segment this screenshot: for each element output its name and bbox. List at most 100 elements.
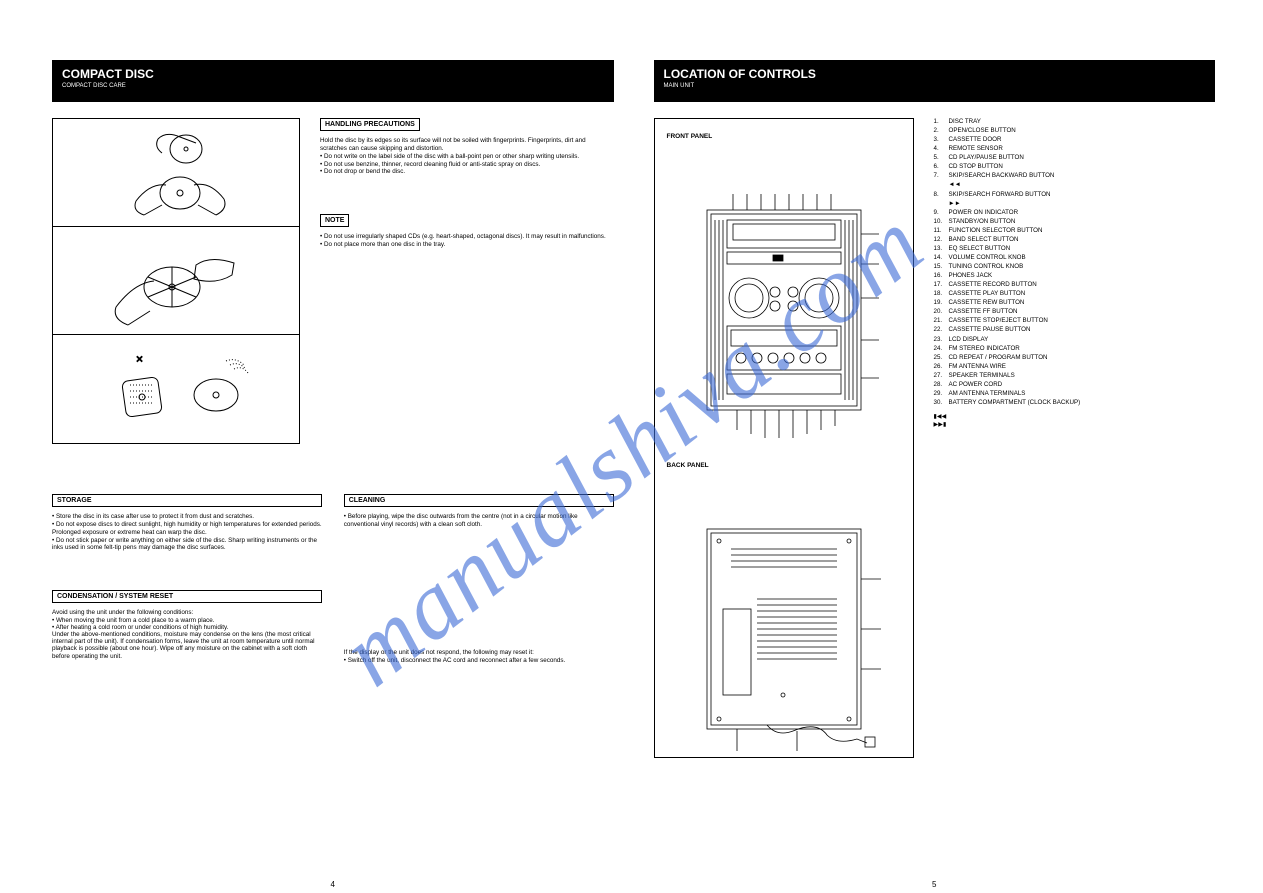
left-upper-row: × HANDLING PRECAUTIONS Hold the disc by …: [52, 118, 614, 444]
list-item-number: 6.: [934, 163, 946, 171]
list-item: 25.CD REPEAT / PROGRAM BUTTON: [934, 354, 1216, 362]
disc-figure-shape: ×: [53, 335, 299, 443]
list-item-label: REMOTE SENSOR: [949, 145, 1003, 153]
skip-fwd-icon: ▶▶▮: [934, 421, 947, 428]
list-item-number: 16.: [934, 272, 946, 280]
list-item: 26.FM ANTENNA WIRE: [934, 363, 1216, 371]
list-item-label: CD REPEAT / PROGRAM BUTTON: [949, 354, 1048, 362]
device-diagram-frame: FRONT PANEL: [654, 118, 914, 758]
reset-extra-text: If the display or the unit does not resp…: [344, 649, 614, 665]
list-item: 13.EQ SELECT BUTTON: [934, 245, 1216, 253]
list-item: ◄◄: [934, 181, 1216, 189]
list-item-number: 19.: [934, 299, 946, 307]
list-item-number: 22.: [934, 326, 946, 334]
left-lower-row: STORAGE • Store the disc in its case aft…: [52, 494, 614, 664]
list-item: 4.REMOTE SENSOR: [934, 145, 1216, 153]
list-item: 27.SPEAKER TERMINALS: [934, 372, 1216, 380]
left-section-header: COMPACT DISC COMPACT DISC CARE: [52, 60, 614, 102]
disc-hold-icon: [76, 125, 276, 221]
disc-shape-icon: ×: [76, 341, 276, 437]
note-text: • Do not use irregularly shaped CDs (e.g…: [320, 233, 614, 249]
list-item: ►►: [934, 200, 1216, 208]
list-item-number: 30.: [934, 399, 946, 407]
list-item-number: 24.: [934, 345, 946, 353]
list-item-label: BAND SELECT BUTTON: [949, 236, 1019, 244]
list-item-label: FM ANTENNA WIRE: [949, 363, 1006, 371]
list-item: 5.CD PLAY/PAUSE BUTTON: [934, 154, 1216, 162]
list-item-label: CASSETTE FF BUTTON: [949, 308, 1018, 316]
list-item-number: 15.: [934, 263, 946, 271]
list-item-label: CASSETTE STOP/EJECT BUTTON: [949, 317, 1048, 325]
list-item-number: 18.: [934, 290, 946, 298]
list-item-number: 4.: [934, 145, 946, 153]
list-item-number: 3.: [934, 136, 946, 144]
list-item-label: SKIP/SEARCH FORWARD BUTTON: [949, 191, 1051, 199]
page-left: COMPACT DISC COMPACT DISC CARE: [52, 60, 614, 863]
list-item: 15.TUNING CONTROL KNOB: [934, 263, 1216, 271]
skip-back-icon: ▮◀◀: [934, 413, 947, 420]
list-item: 24.FM STEREO INDICATOR: [934, 345, 1216, 353]
list-item-label: SKIP/SEARCH BACKWARD BUTTON: [949, 172, 1055, 180]
back-panel-diagram: [667, 519, 901, 759]
list-item-label: CASSETTE PAUSE BUTTON: [949, 326, 1031, 334]
list-item-label: BATTERY COMPARTMENT (CLOCK BACKUP): [949, 399, 1081, 407]
list-item-label: AC POWER CORD: [949, 381, 1003, 389]
list-item: 9.POWER ON INDICATOR: [934, 209, 1216, 217]
list-item-label: POWER ON INDICATOR: [949, 209, 1019, 217]
list-item: 2.OPEN/CLOSE BUTTON: [934, 127, 1216, 135]
note-head: NOTE: [320, 214, 349, 227]
list-item: 30.BATTERY COMPARTMENT (CLOCK BACKUP): [934, 399, 1216, 407]
back-panel-label: BACK PANEL: [667, 462, 901, 469]
storage-text: • Store the disc in its case after use t…: [52, 513, 322, 552]
disc-figure-wipe: [53, 227, 299, 335]
left-header-title: COMPACT DISC: [62, 67, 154, 81]
handling-head: HANDLING PRECAUTIONS: [320, 118, 420, 131]
list-item-number: 12.: [934, 236, 946, 244]
list-item: 10.STANDBY/ON BUTTON: [934, 218, 1216, 226]
list-item: 7.SKIP/SEARCH BACKWARD BUTTON: [934, 172, 1216, 180]
list-item-number: 27.: [934, 372, 946, 380]
controls-list: 1.DISC TRAY2.OPEN/CLOSE BUTTON3.CASSETTE…: [934, 118, 1216, 758]
page-right: LOCATION OF CONTROLS MAIN UNIT FRONT PAN…: [654, 60, 1216, 863]
list-item-label: VOLUME CONTROL KNOB: [949, 254, 1026, 262]
cleaning-block: CLEANING • Before playing, wipe the disc…: [344, 494, 614, 664]
list-item: 3.CASSETTE DOOR: [934, 136, 1216, 144]
front-panel-label: FRONT PANEL: [667, 133, 901, 140]
list-item: 16.PHONES JACK: [934, 272, 1216, 280]
list-item-number: 25.: [934, 354, 946, 362]
list-item-label: FM STEREO INDICATOR: [949, 345, 1020, 353]
list-item: 22.CASSETTE PAUSE BUTTON: [934, 326, 1216, 334]
list-item-number: 7.: [934, 172, 946, 180]
front-panel-diagram: [667, 190, 901, 440]
list-item-label: STANDBY/ON BUTTON: [949, 218, 1016, 226]
list-item-label: TUNING CONTROL KNOB: [949, 263, 1024, 271]
list-item: 18.CASSETTE PLAY BUTTON: [934, 290, 1216, 298]
list-item: 12.BAND SELECT BUTTON: [934, 236, 1216, 244]
list-item-label: PHONES JACK: [949, 272, 993, 280]
list-item-number: 2.: [934, 127, 946, 135]
list-item-label: DISC TRAY: [949, 118, 981, 126]
list-item: 6.CD STOP BUTTON: [934, 163, 1216, 171]
list-item-number: [934, 200, 946, 208]
left-page-number: 4: [331, 880, 335, 889]
list-item-number: 17.: [934, 281, 946, 289]
list-item-label: ◄◄: [949, 181, 961, 189]
right-body: FRONT PANEL: [654, 118, 1216, 758]
list-item-number: 23.: [934, 336, 946, 344]
disc-wipe-icon: [76, 233, 276, 329]
list-item-label: EQ SELECT BUTTON: [949, 245, 1011, 253]
list-item-number: 9.: [934, 209, 946, 217]
storage-block: STORAGE • Store the disc in its case aft…: [52, 494, 322, 664]
left-header-sub: COMPACT DISC CARE: [62, 83, 604, 90]
list-item-number: 29.: [934, 390, 946, 398]
list-item-number: 11.: [934, 227, 946, 235]
right-header-title: LOCATION OF CONTROLS: [664, 67, 816, 81]
list-item-label: SPEAKER TERMINALS: [949, 372, 1015, 380]
right-header-sub: MAIN UNIT: [664, 83, 1206, 90]
list-item-label: CASSETTE REW BUTTON: [949, 299, 1025, 307]
list-item-number: 14.: [934, 254, 946, 262]
list-item-number: 28.: [934, 381, 946, 389]
list-item: 28.AC POWER CORD: [934, 381, 1216, 389]
list-item-label: FUNCTION SELECTOR BUTTON: [949, 227, 1043, 235]
list-item-label: LCD DISPLAY: [949, 336, 989, 344]
